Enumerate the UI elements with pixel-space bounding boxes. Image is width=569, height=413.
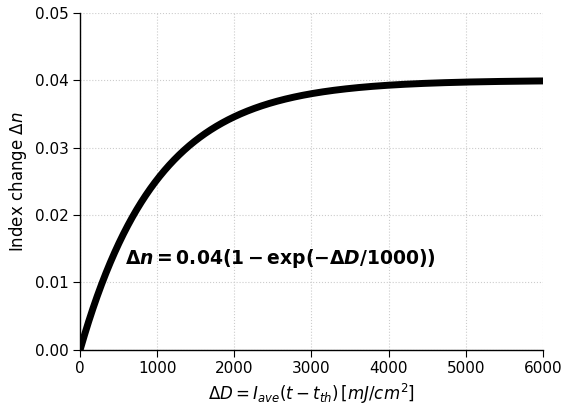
X-axis label: $\Delta D =I_{ave}(t-t_{th})\,[mJ/cm^2]$: $\Delta D =I_{ave}(t-t_{th})\,[mJ/cm^2]$ (208, 382, 415, 406)
Y-axis label: Index change $\Delta n$: Index change $\Delta n$ (7, 111, 29, 252)
Text: $\bf{\Delta}$$\bfit{n}$$\bf{= 0.04(1-exp(-\Delta}$$\bfit{D}$$\bf{/1000))}$: $\bf{\Delta}$$\bfit{n}$$\bf{= 0.04(1-exp… (125, 247, 436, 270)
